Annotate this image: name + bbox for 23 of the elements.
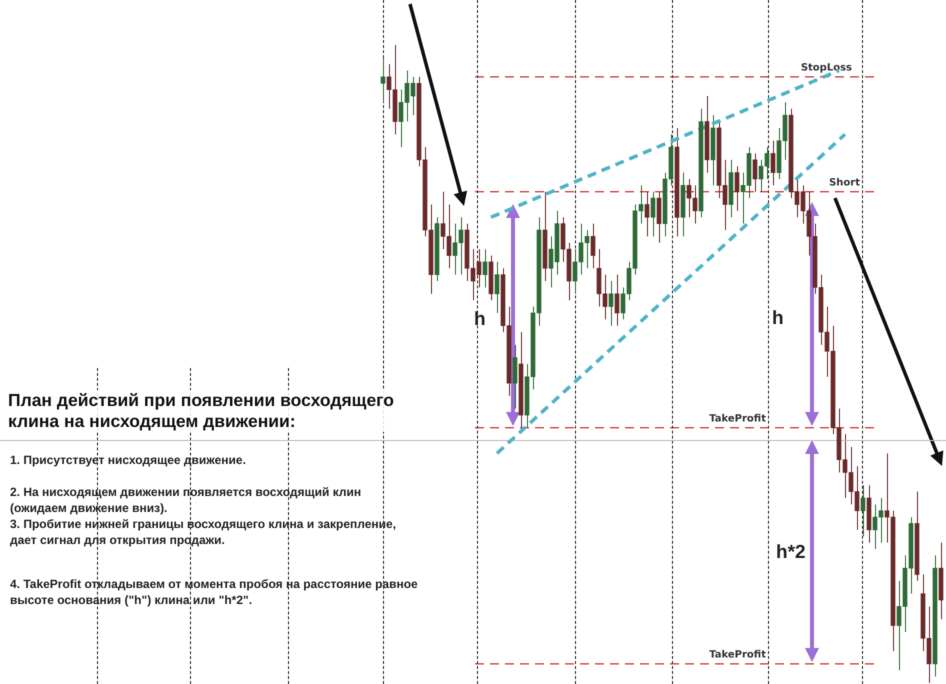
ref-line-label: Short <box>829 177 860 188</box>
candlestick <box>482 248 488 288</box>
candlestick <box>860 484 866 537</box>
ref-line-label: StopLoss <box>800 62 852 74</box>
candlestick <box>770 140 776 186</box>
annotation: 3. Пробитие нижней границы восходящего клина и закрепление, дает сигнал для открытия продажи. <box>10 516 398 548</box>
annotation: h*2 <box>776 542 806 563</box>
candlestick <box>734 166 740 212</box>
candlestick <box>494 261 500 314</box>
candlestick <box>380 57 386 103</box>
annotation: h <box>772 308 784 329</box>
candlestick <box>614 274 620 326</box>
text: 1. Присутствует нисходящее движение. <box>10 452 246 468</box>
candlestick <box>608 280 614 326</box>
candlestick <box>590 223 596 269</box>
candlestick <box>752 152 758 192</box>
text: 2. На нисходящем движении появляется восходящий клин (ожидаем движение вниз). <box>10 484 362 516</box>
ref-line-label: TakeProfit <box>709 413 766 424</box>
candlestick <box>644 191 650 237</box>
candlestick <box>650 191 656 237</box>
annotation: 4. TakeProfit откладываем от момента пробоя на расстояние равное высоте основания ("h") клина или "h*2". <box>10 576 419 608</box>
ref-line-label: TakeProfit <box>709 649 766 660</box>
text: План действий при появлении восходящего клина на нисходящем движении: <box>8 390 443 432</box>
